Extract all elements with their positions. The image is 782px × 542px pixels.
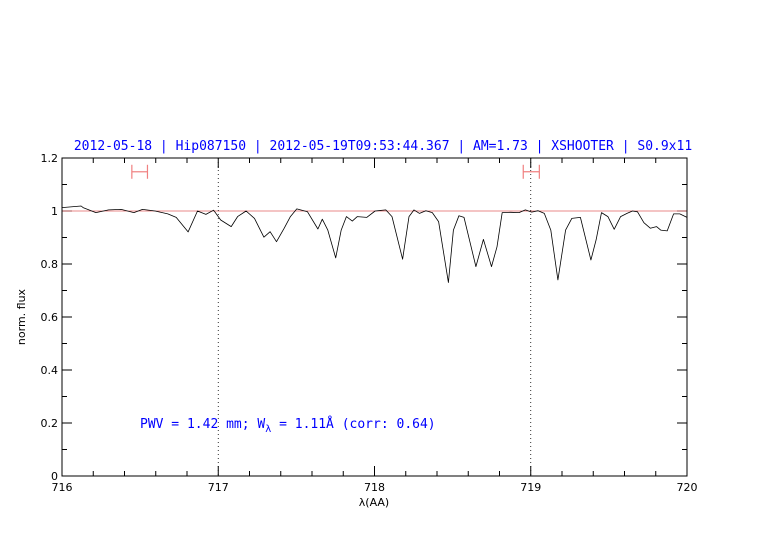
- y-tick-label: 1.2: [41, 152, 59, 165]
- x-tick-label: 720: [677, 481, 698, 494]
- y-tick-label: 0.4: [41, 364, 59, 377]
- y-tick-label: 0.2: [41, 417, 59, 430]
- x-axis-label: λ(AA): [359, 496, 389, 509]
- fit-interval-marker: [522, 164, 540, 179]
- pwv-annotation: PWV = 1.42 mm; Wλ = 1.11Å (corr: 0.64): [140, 416, 436, 435]
- fit-interval-marker: [131, 164, 149, 179]
- plot-marks: [61, 158, 688, 476]
- annotation-suffix: = 1.11Å (corr: 0.64): [271, 416, 435, 432]
- axis-ticks: 716 717 718 719 720 0 0.2 0.4 0.6 0.8 1 1.2: [41, 152, 698, 494]
- x-tick-label: 716: [52, 481, 73, 494]
- x-tick-label: 718: [364, 481, 385, 494]
- x-tick-label: 719: [520, 481, 541, 494]
- y-tick-label: 0.8: [41, 258, 59, 271]
- spectrum-line: [61, 205, 688, 283]
- annotation-prefix: PWV = 1.42 mm; W: [140, 417, 265, 432]
- chart-title: 2012-05-18 | Hip087150 | 2012-05-19T09:5…: [74, 139, 692, 154]
- x-tick-label: 717: [208, 481, 229, 494]
- y-tick-label: 1: [51, 205, 58, 218]
- plot-frame: [61, 157, 688, 477]
- annotation-subscript: λ: [265, 424, 271, 435]
- y-tick-label: 0.6: [41, 311, 59, 324]
- y-axis-label: norm. flux: [15, 288, 28, 345]
- y-tick-label: 0: [51, 470, 58, 483]
